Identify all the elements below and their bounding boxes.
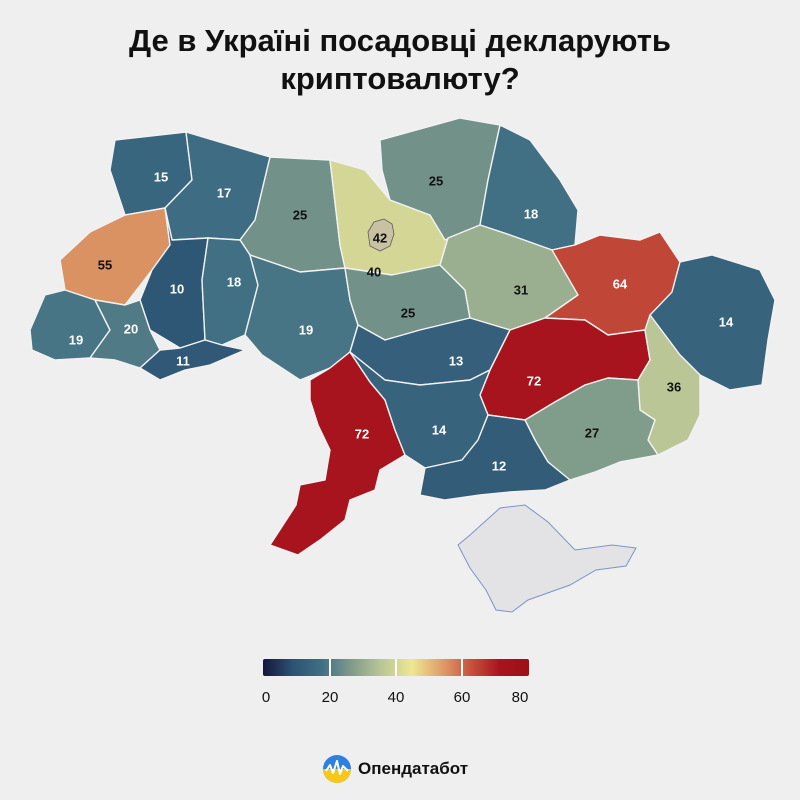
value-label-ivano-frankivsk: 20 <box>124 322 138 337</box>
value-label-chernivtsi: 11 <box>176 354 190 369</box>
legend-tick-0: 0 <box>261 689 271 706</box>
opendatabot-logo-icon <box>323 755 351 783</box>
legend-tick-80: 80 <box>511 689 529 706</box>
value-label-khmelnytskyi: 18 <box>227 275 241 290</box>
brand-name: Опендатабот <box>358 759 469 778</box>
value-label-lviv: 55 <box>98 258 112 273</box>
value-label-zhytomyr: 25 <box>293 208 307 223</box>
title-line-1: Де в Україні посадовці декларують <box>129 23 671 58</box>
value-label-zaporizhzhia: 27 <box>585 426 599 441</box>
value-label-sumy: 18 <box>524 207 538 222</box>
value-label-poltava: 31 <box>514 283 528 298</box>
region-kherson <box>419 414 571 501</box>
value-label-kyiv: 40 <box>367 265 381 280</box>
value-label-kirovohrad: 13 <box>449 354 463 369</box>
value-label-dnipropetrovsk: 72 <box>527 374 541 389</box>
value-label-ternopil: 10 <box>170 282 184 297</box>
value-label-mykolaiv: 14 <box>432 423 447 438</box>
value-label-donetsk: 36 <box>667 380 681 395</box>
legend-tick-20: 20 <box>321 689 339 706</box>
value-label-odesa: 72 <box>355 427 369 442</box>
legend-divider-60 <box>461 659 463 676</box>
region-kyiv-city <box>367 218 395 252</box>
value-label-kharkiv: 64 <box>613 277 628 292</box>
region-chernivtsi <box>139 339 246 381</box>
value-label-vinnytsia: 19 <box>299 323 313 338</box>
legend-divider-40 <box>395 659 397 676</box>
value-label-kyiv-city: 42 <box>373 231 387 246</box>
legend-tick-60: 60 <box>453 689 471 706</box>
value-label-kherson: 12 <box>492 459 506 474</box>
value-label-volyn: 15 <box>154 170 168 185</box>
legend-tick-40: 40 <box>387 689 405 706</box>
value-label-luhansk: 14 <box>719 315 734 330</box>
title-line-2: криптовалюту? <box>280 61 520 96</box>
value-label-chernihiv: 25 <box>429 174 443 189</box>
value-label-cherkasy: 25 <box>401 306 415 321</box>
region-crimea <box>457 504 637 613</box>
value-label-rivne: 17 <box>217 186 231 201</box>
page-title: Де в Україні посадовці декларують крипто… <box>0 22 800 98</box>
brand: Опендатабот <box>322 752 468 786</box>
value-label-zakarpattia: 19 <box>69 333 83 348</box>
legend-divider-20 <box>329 659 331 676</box>
